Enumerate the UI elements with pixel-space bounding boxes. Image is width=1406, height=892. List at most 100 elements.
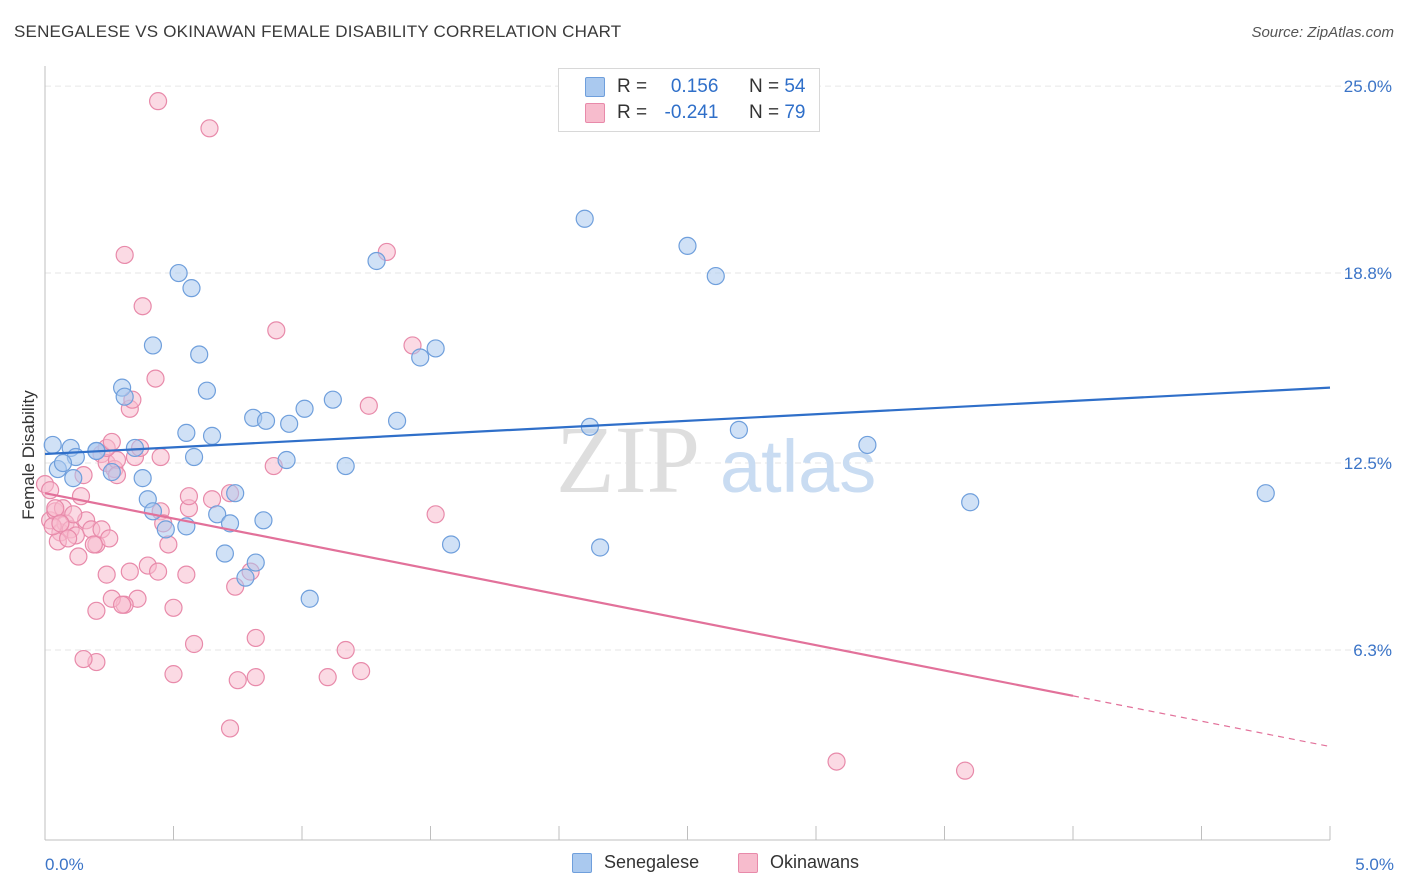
okinawans-points: [35, 92, 975, 780]
y-tick-label: 25.0%: [1344, 77, 1392, 96]
okinawans-point: [426, 505, 445, 524]
senegalese-point: [575, 209, 594, 228]
senegalese-point: [426, 339, 445, 358]
legend-swatch-okinawans: [585, 103, 605, 123]
senegalese-point: [387, 411, 407, 430]
legend-swatch-senegalese: [572, 852, 592, 873]
senegalese-point: [256, 411, 276, 430]
trend-lines: [44, 386, 1331, 748]
okinawans-point: [177, 565, 196, 584]
senegalese-point: [678, 236, 697, 256]
okinawans-point: [46, 499, 65, 518]
senegalese-point: [411, 348, 430, 367]
okinawans-point: [74, 649, 93, 669]
legend-label-senegalese: Senegalese: [604, 852, 700, 872]
senegalese-point: [208, 505, 227, 524]
senegalese-point: [295, 399, 314, 418]
source-credit: Source: ZipAtlas.com: [1251, 24, 1394, 41]
senegalese-point: [226, 484, 245, 503]
senegalese-point: [143, 502, 163, 521]
okinawans-point: [51, 514, 70, 533]
okinawans-point: [151, 447, 170, 467]
okinawans-point: [146, 369, 165, 388]
y-axis-title: Female Disability: [19, 390, 38, 520]
legend-item-okinawans[interactable]: Okinawans: [738, 852, 859, 873]
senegalese-point: [115, 387, 134, 406]
senegalese-point: [215, 544, 234, 563]
okinawans-point: [84, 535, 103, 554]
okinawans-point: [246, 668, 265, 687]
senegalese-point: [323, 390, 342, 409]
legend-n-label: N =: [748, 102, 780, 123]
legend-swatch-okinawans: [738, 852, 758, 873]
watermark: ZIP atlas: [556, 406, 876, 513]
senegalese-point: [1256, 484, 1275, 503]
okinawans-point: [318, 668, 337, 687]
okinawans-point: [69, 547, 88, 566]
okinawans-point: [115, 245, 134, 265]
okinawans-point: [87, 601, 106, 620]
okinawans-point: [148, 92, 168, 111]
okinawans-point: [246, 628, 265, 648]
senegalese-point: [177, 423, 196, 442]
okinawans-point: [64, 505, 83, 524]
senegalese-point: [64, 469, 83, 488]
correlation-legend: R = 0.156 N = 54 R = -0.241 N = 79: [558, 68, 820, 132]
okinawans-point: [102, 432, 121, 452]
okinawans-point: [97, 565, 116, 584]
senegalese-point: [246, 553, 265, 572]
senegalese-point: [190, 345, 209, 364]
okinawans-point: [184, 634, 204, 654]
senegalese-point: [254, 511, 273, 530]
legend-label-okinawans: Okinawans: [770, 852, 860, 872]
senegalese-points: [43, 209, 1275, 608]
okinawans-point: [133, 297, 152, 316]
y-tick-label: 18.8%: [1344, 264, 1392, 283]
legend-n-value-okinawans: 79: [784, 102, 806, 123]
y-tick-label: 6.3%: [1353, 641, 1392, 660]
okinawans-point: [352, 662, 371, 681]
x-tick-label: 0.0%: [45, 855, 84, 874]
senegalese-point: [53, 453, 73, 473]
legend-r-value-okinawans: -0.241: [664, 102, 719, 123]
watermark-atlas: atlas: [720, 425, 876, 508]
senegalese-point: [280, 414, 299, 433]
okinawans-point: [179, 487, 199, 506]
tick-labels: 6.3% 12.5% 18.8% 25.0% 0.0% 5.0% Female Disabi…: [19, 77, 1394, 874]
trend-line-senegalese: [44, 386, 1331, 456]
legend-n-value-senegalese: 54: [784, 76, 806, 97]
legend-swatch-senegalese: [585, 77, 605, 97]
chart-title: SENEGALESE VS OKINAWAN FEMALE DISABILITY…: [14, 22, 622, 41]
senegalese-point: [300, 589, 319, 608]
senegalese-point: [367, 251, 386, 271]
legend-r-label: R =: [617, 76, 648, 97]
trend-line-extension: [1072, 695, 1331, 748]
y-tick-label: 12.5%: [1344, 454, 1392, 473]
senegalese-point: [182, 279, 201, 298]
senegalese-point: [441, 535, 461, 554]
trend-line-okinawans: [44, 492, 1074, 697]
okinawans-point: [159, 535, 178, 554]
legend-r-label: R =: [617, 102, 648, 123]
senegalese-point: [277, 450, 296, 470]
okinawans-point: [100, 529, 119, 548]
senegalese-point: [156, 520, 175, 539]
senegalese-point: [220, 514, 240, 533]
okinawans-point: [228, 671, 247, 690]
okinawans-point: [120, 562, 139, 581]
okinawans-point: [164, 665, 183, 684]
legend-item-senegalese[interactable]: Senegalese: [572, 852, 699, 873]
senegalese-point: [706, 266, 725, 286]
senegalese-point: [197, 381, 217, 400]
senegalese-point: [236, 568, 255, 587]
x-tick-label: 5.0%: [1355, 855, 1394, 874]
senegalese-point: [143, 336, 163, 355]
okinawans-point: [59, 529, 78, 548]
senegalese-point: [858, 435, 877, 455]
okinawans-point: [955, 761, 975, 780]
okinawans-point: [220, 719, 240, 738]
senegalese-point: [43, 435, 62, 455]
senegalese-point: [591, 538, 610, 557]
okinawans-point: [267, 321, 286, 340]
